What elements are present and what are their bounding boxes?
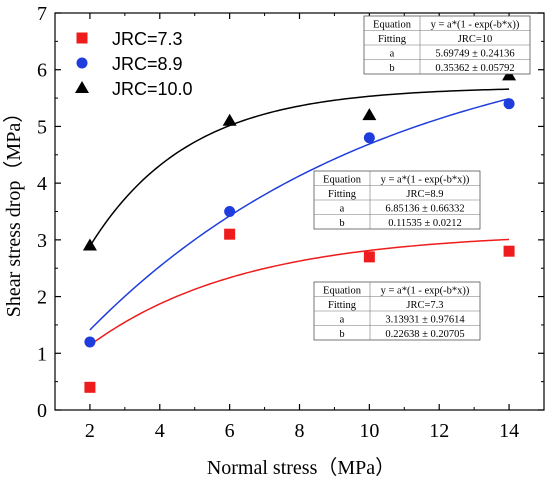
data-point — [363, 132, 375, 144]
x-tick-label: 10 — [359, 420, 379, 442]
data-point — [503, 245, 515, 257]
fit-table-value: y = a*(1 - exp(-b*x)) — [431, 19, 520, 30]
y-tick-label: 7 — [37, 3, 47, 25]
y-tick-label: 5 — [37, 116, 47, 138]
fit-table-value: 5.69749 ± 0.24136 — [435, 48, 514, 59]
fit-table-value: JRC=7.3 — [406, 300, 443, 311]
legend-label: JRC=7.3 — [112, 29, 183, 49]
data-point — [82, 238, 97, 251]
y-tick-label: 4 — [37, 173, 47, 195]
legend-marker — [76, 32, 88, 44]
fit-table-label: a — [390, 48, 395, 59]
data-point — [84, 336, 96, 348]
y-axis-title: Shear stress drop（MPa） — [2, 103, 25, 317]
legend: JRC=7.3 JRC=8.9 JRC=10.0 — [75, 29, 193, 99]
fit-curve — [89, 88, 510, 247]
x-tick-label: 14 — [499, 420, 519, 442]
fit-table-value: 0.11535 ± 0.0212 — [388, 218, 462, 229]
fit-table: Equation y = a*(1 - exp(-b*x)) Fitting JRC=… — [313, 281, 481, 341]
fit-table-label: Equation — [323, 174, 362, 185]
fit-curves — [89, 88, 510, 346]
y-tick-label: 6 — [37, 60, 47, 82]
data-point — [222, 113, 237, 126]
fit-table-label: b — [339, 218, 344, 229]
fit-table-value: 3.13931 ± 0.97614 — [385, 314, 465, 325]
fit-table-value: JRC=10 — [458, 34, 493, 45]
fit-table-label: a — [340, 314, 345, 325]
fit-table-value: JRC=8.9 — [406, 189, 443, 200]
data-point — [84, 381, 96, 393]
x-tick-label: 12 — [429, 420, 449, 442]
y-tick-label: 2 — [37, 287, 47, 309]
legend-marker — [76, 57, 88, 69]
fit-table-value: 6.85136 ± 0.66332 — [385, 203, 464, 214]
fit-table-value: y = a*(1 - exp(-b*x)) — [381, 174, 470, 185]
fit-tables: Equation y = a*(1 - exp(-b*x)) Fitting JRC=… — [313, 15, 531, 341]
fit-table-label: Fitting — [328, 300, 357, 311]
x-tick-label: 4 — [155, 420, 165, 442]
legend-label: JRC=10.0 — [112, 79, 193, 99]
fit-table: Equation y = a*(1 - exp(-b*x)) Fitting JRC=… — [363, 15, 531, 75]
fit-table-label: a — [340, 203, 345, 214]
data-markers — [82, 68, 517, 393]
fit-curve — [89, 97, 510, 331]
x-axis-title: Normal stress（MPa） — [207, 456, 395, 479]
data-point — [362, 108, 377, 121]
y-tick-label: 1 — [37, 343, 47, 365]
data-point — [363, 251, 375, 263]
x-tick-label: 6 — [225, 420, 235, 442]
fit-table-label: Equation — [373, 19, 412, 30]
fit-table-label: Equation — [323, 285, 362, 296]
fit-curve — [89, 238, 510, 346]
fit-table: Equation y = a*(1 - exp(-b*x)) Fitting JRC=… — [313, 170, 481, 230]
fit-table-label: Fitting — [328, 189, 357, 200]
fit-table-label: b — [389, 63, 394, 74]
legend-label: JRC=8.9 — [112, 54, 183, 74]
fit-table-value: 0.35362 ± 0.05792 — [435, 63, 514, 74]
y-tick-label: 0 — [37, 400, 47, 422]
fit-table-label: b — [339, 329, 344, 340]
data-point — [224, 228, 236, 240]
fit-table-value: y = a*(1 - exp(-b*x)) — [381, 285, 470, 296]
fit-table-label: Fitting — [378, 34, 407, 45]
data-point — [503, 98, 515, 110]
fit-table-value: 0.22638 ± 0.20705 — [385, 329, 464, 340]
x-tick-label: 8 — [295, 420, 305, 442]
y-tick-label: 3 — [37, 230, 47, 252]
data-point — [224, 206, 236, 217]
legend-marker — [75, 81, 89, 93]
x-tick-label: 2 — [85, 420, 95, 442]
